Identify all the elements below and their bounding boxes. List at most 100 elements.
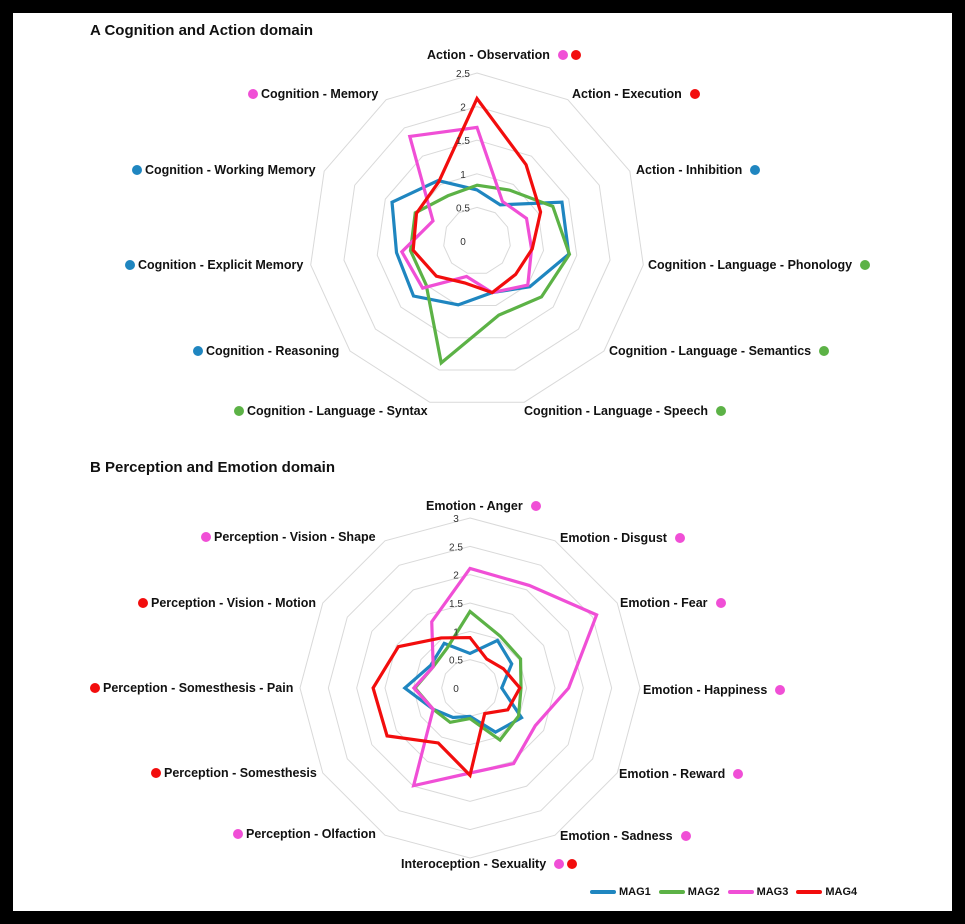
marker-dot-icon [716, 406, 727, 416]
legend-item-mag1: MAG1 [590, 886, 651, 898]
legend-swatch [796, 890, 823, 894]
axis-label-text: Emotion - Reward [619, 767, 726, 781]
axis-label: Action - Execution [572, 87, 700, 101]
marker-dot-icon [233, 829, 243, 839]
axis-label: Perception - Vision - Motion [138, 596, 316, 610]
axis-label: Action - Inhibition [636, 163, 761, 177]
tick-label: 2.5 [456, 69, 470, 80]
axis-label: Emotion - Sadness [560, 829, 691, 843]
marker-dot-icon [125, 260, 135, 270]
axis-label-text: Cognition - Language - Semantics [609, 344, 812, 358]
axis-label: Cognition - Memory [248, 87, 378, 101]
legend-swatch [658, 890, 685, 894]
axis-label: Emotion - Anger [426, 499, 541, 513]
grid-ring [343, 106, 611, 371]
legend-item-mag2: MAG2 [658, 886, 720, 898]
axis-label: Emotion - Happiness [643, 683, 786, 697]
axis-label: Emotion - Reward [619, 767, 744, 781]
tick-label: 2.5 [449, 542, 463, 553]
series-mag4 [411, 95, 543, 295]
axis-label: Cognition - Working Memory [132, 163, 316, 177]
axis-label: Cognition - Language - Syntax [234, 404, 428, 418]
axis-label: Interoception - Sexuality [401, 857, 578, 871]
marker-dot-icon [750, 165, 761, 175]
axis-label: Action - Observation [427, 48, 581, 62]
axis-label: Perception - Somesthesis - Pain [90, 681, 293, 695]
tick-label: 0 [460, 237, 466, 248]
grid-ring [376, 139, 578, 339]
axis-label: Perception - Vision - Shape [201, 530, 376, 544]
axis-label-text: Cognition - Language - Phonology [648, 258, 853, 272]
marker-dot-icon [680, 831, 691, 841]
figure-panel [13, 13, 952, 911]
axis-label-text: Action - Inhibition [636, 163, 743, 177]
marker-dot-icon [90, 683, 100, 693]
axis-label: Emotion - Disgust [560, 531, 685, 545]
axis-label-text: Emotion - Disgust [560, 531, 667, 545]
marker-dot-icon [733, 769, 744, 779]
marker-dot-icon [819, 346, 830, 356]
marker-dot-icon [193, 346, 203, 356]
grid-ring [441, 659, 499, 717]
tick-label: 2 [453, 571, 459, 582]
radar-chart-a: 0 0.5 1 1.5 2 2.5 [310, 69, 644, 403]
legend-label: MAG3 [756, 886, 789, 898]
legend-item-mag4: MAG4 [796, 886, 857, 898]
axis-label: Cognition - Language - Speech [524, 404, 727, 418]
legend-swatch [727, 890, 754, 894]
axis-label-text: Emotion - Happiness [643, 683, 768, 697]
chart-a-title: A Cognition and Action domain [90, 22, 314, 39]
marker-dot-icon [554, 859, 565, 869]
legend-swatch [590, 890, 616, 894]
tick-label: 3 [453, 514, 459, 525]
tick-label: 1.5 [449, 599, 463, 610]
grid-ring [356, 574, 584, 802]
legend-item-mag3: MAG3 [727, 886, 789, 898]
axis-label-text: Cognition - Explicit Memory [138, 258, 304, 272]
tick-label: 0.5 [456, 203, 470, 214]
series-mag1 [390, 178, 571, 307]
axis-label-text: Cognition - Memory [261, 87, 379, 101]
axis-label-text: Cognition - Language - Syntax [247, 404, 428, 418]
marker-dot-icon [570, 50, 581, 60]
legend: MAG1 MAG2 MAG3 MAG4 [590, 886, 857, 898]
series-mag4 [371, 635, 522, 779]
tick-label: 1 [460, 170, 466, 181]
marker-dot-icon [132, 165, 142, 175]
marker-dot-icon [674, 533, 685, 543]
marker-dot-icon [151, 768, 161, 778]
tick-label: 0.5 [449, 656, 463, 667]
axis-label-text: Interoception - Sexuality [401, 857, 547, 871]
axis-label-text: Perception - Vision - Motion [151, 596, 317, 610]
axis-label-text: Emotion - Sadness [560, 829, 673, 843]
tick-label: 0 [453, 684, 459, 695]
axis-label: Perception - Olfaction [233, 827, 376, 841]
axis-label-text: Emotion - Fear [620, 596, 708, 610]
tick-label: 1 [453, 627, 459, 638]
axis-label-text: Cognition - Reasoning [206, 344, 340, 358]
marker-dot-icon [860, 260, 871, 270]
grid-ring [327, 545, 613, 831]
axis-label-text: Perception - Somesthesis [164, 766, 317, 780]
marker-dot-icon [248, 89, 258, 99]
marker-dot-icon [138, 598, 148, 608]
tick-label: 2 [460, 103, 466, 114]
marker-dot-icon [715, 598, 726, 608]
axis-label: Cognition - Explicit Memory [125, 258, 303, 272]
tick-label: 1.5 [456, 136, 470, 147]
marker-dot-icon [234, 406, 244, 416]
axis-label-text: Perception - Olfaction [246, 827, 376, 841]
axis-label-text: Cognition - Language - Speech [524, 404, 709, 418]
axis-label: Cognition - Language - Phonology [648, 258, 871, 272]
legend-label: MAG2 [687, 886, 720, 898]
marker-dot-icon [201, 532, 211, 542]
marker-dot-icon [567, 859, 578, 869]
axis-label-text: Perception - Vision - Shape [214, 530, 376, 544]
marker-dot-icon [557, 50, 568, 60]
axis-label-text: Action - Observation [427, 48, 550, 62]
axis-label: Emotion - Fear [620, 596, 726, 610]
axis-label-text: Perception - Somesthesis - Pain [103, 681, 294, 695]
marker-dot-icon [689, 89, 700, 99]
